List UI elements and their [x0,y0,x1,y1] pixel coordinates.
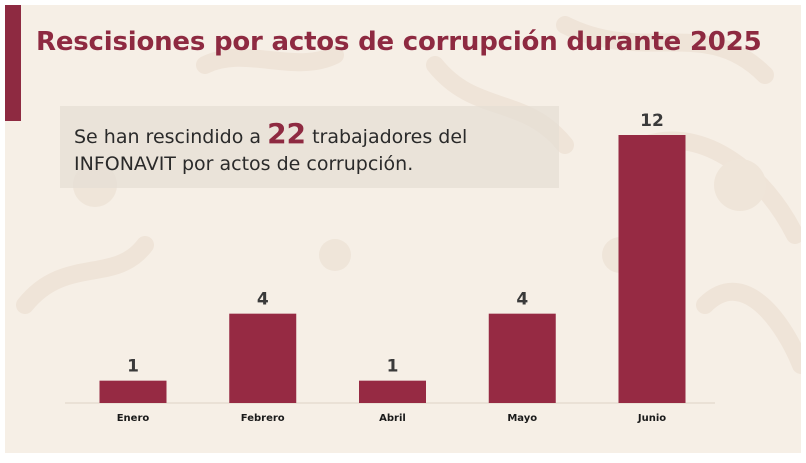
bar-chart: 1 Enero 4 Febrero 1 Abril 4 Mayo 12 Junio [65,111,715,424]
slide: Rescisiones por actos de corrupción dura… [5,5,801,453]
x-tick-label: Enero [117,413,150,424]
x-tick-label: Abril [379,413,406,424]
bar-value-label: 12 [640,111,664,131]
x-tick-label: Mayo [507,413,537,424]
bar-value-label: 4 [516,290,528,310]
x-tick-label: Junio [637,413,666,424]
title-accent-bar [5,5,21,121]
bar-mayo [488,313,556,403]
bar-enero [99,380,167,403]
summary-callout: Se han rescindido a 22 trabajadores del I… [60,106,559,188]
callout-highlight-number: 22 [267,117,307,150]
bar-junio [618,135,686,403]
x-tick-label: Febrero [241,413,285,424]
bar-febrero [229,313,297,403]
callout-text-before: Se han rescindido a [74,126,268,148]
callout-text-after: trabajadores del [306,126,468,148]
bar-abril [359,380,426,403]
bar-value-label: 1 [387,357,399,377]
slide-title: Rescisiones por actos de corrupción dura… [36,27,762,57]
callout-text-line2: INFONAVIT por actos de corrupción. [74,153,414,175]
bar-value-label: 1 [127,357,139,377]
bar-value-label: 4 [257,290,269,310]
callout-text: Se han rescindido a 22 trabajadores del I… [74,120,467,178]
